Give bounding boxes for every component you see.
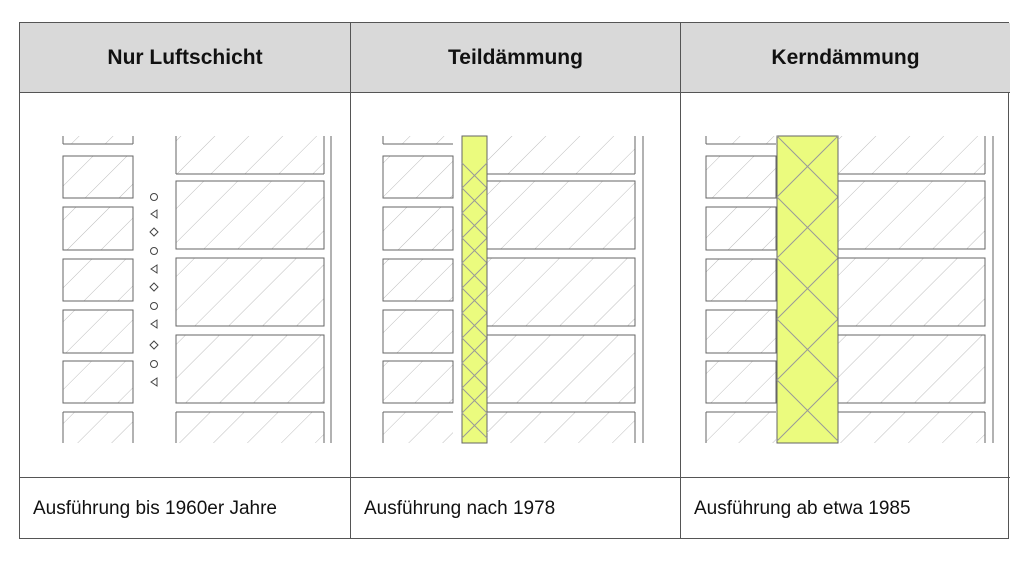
caption-core-insulation: Ausführung ab etwa 1985 <box>694 497 911 519</box>
inner-wall-leaf <box>837 136 994 443</box>
wall-section-core-insulation <box>705 135 994 444</box>
header-core-insulation: Kerndämmung <box>681 23 1010 93</box>
wall-section-air-gap <box>62 136 332 443</box>
header-air-gap: Nur Luftschicht <box>20 23 350 93</box>
caption-air-gap: Ausführung bis 1960er Jahre <box>33 497 277 519</box>
diagram-core-insulation <box>681 93 1010 478</box>
header-partial-insulation: Teildämmung <box>351 23 680 93</box>
insulation-layer <box>461 135 488 444</box>
wall-construction-table: Nur Luftschicht <box>19 22 1010 539</box>
diagram-air-gap <box>20 93 350 478</box>
inner-wall-leaf <box>175 136 332 443</box>
column-core-insulation: Kerndämmung <box>680 23 1010 538</box>
column-air-gap: Nur Luftschicht <box>20 23 350 538</box>
outer-brick-leaf <box>705 136 777 443</box>
outer-brick-leaf <box>62 136 134 443</box>
column-partial-insulation: Teildämmung <box>350 23 680 538</box>
diagram-partial-insulation <box>351 93 680 478</box>
outer-brick-leaf <box>382 136 454 443</box>
insulation-layer <box>776 135 839 444</box>
caption-partial-insulation: Ausführung nach 1978 <box>364 497 556 519</box>
air-layer-symbols <box>149 193 159 387</box>
wall-section-partial-insulation <box>382 135 644 444</box>
inner-wall-leaf <box>486 136 644 443</box>
